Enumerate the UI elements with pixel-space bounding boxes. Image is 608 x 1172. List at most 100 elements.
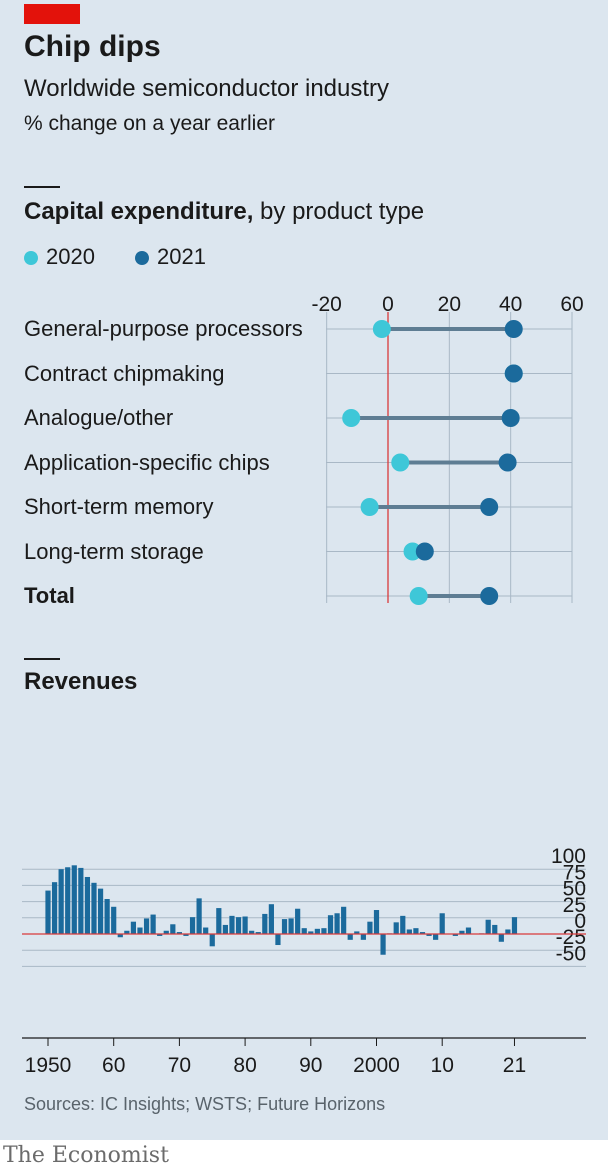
revenue-bar bbox=[209, 934, 215, 947]
revenue-bar bbox=[170, 924, 176, 934]
revenue-bar bbox=[84, 876, 91, 934]
capex-dot-2021 bbox=[415, 542, 434, 561]
revenue-y-tick-label: 50 bbox=[563, 878, 586, 901]
revenue-bar bbox=[360, 934, 366, 940]
row-label: Analogue/other bbox=[24, 405, 174, 430]
legend-2020-label: 2020 bbox=[46, 244, 95, 269]
capex-x-tick-label: -20 bbox=[311, 293, 341, 316]
capex-heading-bold: Capital expenditure, bbox=[24, 198, 254, 225]
revenue-bar bbox=[196, 898, 202, 934]
revenue-bar bbox=[314, 928, 320, 934]
revenue-bar bbox=[452, 934, 458, 936]
revenue-bar bbox=[117, 934, 123, 938]
economist-red-tag bbox=[24, 4, 80, 24]
revenue-bar bbox=[505, 929, 511, 934]
revenue-bar bbox=[341, 906, 347, 934]
revenue-bar bbox=[183, 934, 189, 936]
capex-dot-2020 bbox=[342, 409, 361, 427]
revenue-bar bbox=[354, 931, 360, 934]
capex-x-tick-label: 0 bbox=[382, 293, 394, 316]
revenue-y-tick-label: -50 bbox=[556, 942, 586, 965]
capex-heading-rest: by product type bbox=[253, 198, 425, 225]
capex-heading-rule bbox=[24, 186, 60, 188]
capex-dot-2020 bbox=[391, 453, 410, 472]
revenue-bar bbox=[222, 924, 228, 934]
capex-dot-2021 bbox=[480, 587, 499, 605]
revenue-bar bbox=[439, 913, 445, 934]
revenue-bar bbox=[406, 929, 412, 934]
revenue-bar bbox=[281, 919, 288, 934]
revenue-bar bbox=[380, 934, 386, 955]
legend-2021-swatch bbox=[135, 251, 149, 265]
row-label: Application-specific chips bbox=[24, 450, 270, 475]
revenue-bar bbox=[51, 882, 58, 934]
revenue-x-tick-label: 60 bbox=[102, 1054, 125, 1077]
revenue-bar bbox=[229, 915, 235, 934]
capex-x-tick-label: 40 bbox=[499, 293, 522, 316]
capex-dot-2021 bbox=[501, 409, 520, 427]
revenue-bar bbox=[288, 918, 294, 934]
revenue-bar bbox=[255, 932, 261, 934]
revenue-bar bbox=[235, 917, 242, 934]
revenue-x-tick-label: 2000 bbox=[353, 1054, 400, 1077]
revenue-bar bbox=[143, 918, 150, 934]
chart-subtitle: Worldwide semiconductor industry bbox=[24, 75, 390, 102]
revenue-bar bbox=[216, 908, 222, 934]
revenue-bar bbox=[275, 934, 281, 946]
revenue-bar bbox=[433, 934, 439, 940]
revenue-bar bbox=[373, 910, 380, 934]
revenue-bar bbox=[189, 917, 196, 934]
revenue-y-tick-label: -25 bbox=[556, 926, 586, 949]
revenue-y-tick-label: 75 bbox=[563, 861, 586, 884]
revenue-bar bbox=[249, 930, 255, 934]
revenue-bar bbox=[498, 934, 504, 942]
revenue-bar bbox=[511, 917, 518, 934]
revenue-bar bbox=[347, 934, 353, 940]
legend-2021-label: 2021 bbox=[157, 244, 206, 269]
revenue-bar bbox=[262, 913, 268, 934]
revenue-bar bbox=[459, 930, 465, 934]
row-label-total: Total bbox=[24, 583, 75, 608]
revenues-heading-rule bbox=[24, 658, 60, 660]
economist-logo: The Economist bbox=[3, 1143, 169, 1168]
revenue-bar bbox=[492, 924, 498, 934]
revenue-bar bbox=[301, 928, 307, 934]
revenues-heading: Revenues bbox=[24, 668, 138, 695]
capex-dot-2021 bbox=[498, 453, 517, 472]
revenue-bar bbox=[465, 927, 472, 934]
revenue-bar bbox=[203, 927, 209, 934]
revenue-bar bbox=[157, 934, 163, 936]
revenue-x-tick-label: 10 bbox=[431, 1054, 454, 1077]
revenue-bar bbox=[268, 904, 274, 934]
capex-dot-2021 bbox=[504, 364, 523, 383]
revenue-bar bbox=[327, 915, 334, 934]
row-label: Long-term storage bbox=[24, 539, 204, 564]
revenue-bar bbox=[58, 869, 64, 934]
revenue-bar bbox=[71, 865, 77, 934]
revenue-bar bbox=[426, 934, 432, 936]
chart-title: Chip dips bbox=[24, 30, 161, 63]
revenue-bar bbox=[393, 922, 399, 934]
capex-dot-2020 bbox=[360, 498, 379, 516]
revenue-bar bbox=[400, 915, 406, 934]
source-note: Sources: IC Insights; WSTS; Future Horiz… bbox=[24, 1094, 386, 1114]
revenue-x-tick-label: 80 bbox=[233, 1054, 256, 1077]
revenue-bar bbox=[130, 921, 137, 934]
capex-x-tick-label: 20 bbox=[438, 293, 461, 316]
row-label: Short-term memory bbox=[24, 494, 214, 519]
capex-heading: Capital expenditure, by product type bbox=[24, 198, 424, 226]
revenue-y-tick-label: 100 bbox=[551, 845, 586, 868]
revenue-bar bbox=[111, 906, 117, 934]
revenue-bar bbox=[295, 908, 301, 934]
revenue-bar bbox=[45, 890, 51, 934]
revenue-bar bbox=[78, 867, 84, 934]
revenue-bar bbox=[65, 867, 71, 934]
row-label: Contract chipmaking bbox=[24, 361, 225, 386]
revenue-x-tick-label: 1950 bbox=[25, 1054, 72, 1077]
revenue-bar bbox=[334, 913, 340, 934]
revenue-bar bbox=[176, 932, 182, 934]
revenue-bar bbox=[91, 882, 97, 934]
chart-unit: % change on a year earlier bbox=[24, 112, 275, 135]
revenue-bar bbox=[137, 927, 143, 934]
